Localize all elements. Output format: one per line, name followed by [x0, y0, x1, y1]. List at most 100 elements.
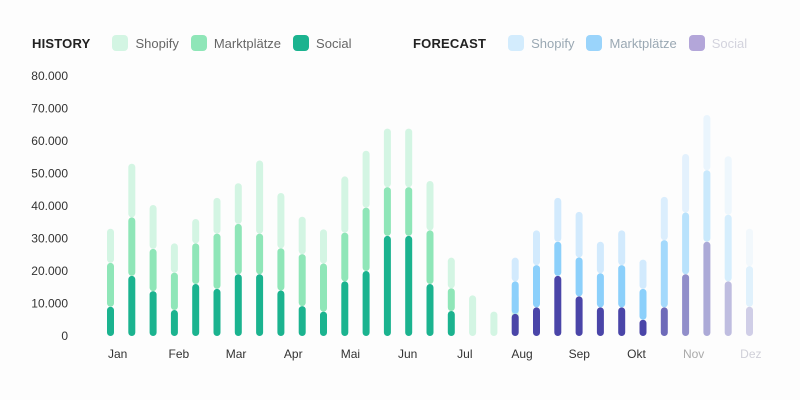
history-bar-marktplaetze: [447, 288, 455, 311]
forecast-bar-marktplaetze: [511, 281, 519, 314]
forecast-bar-social: [511, 313, 519, 336]
history-bar-shopify: [426, 180, 434, 231]
forecast-bar-marktplaetze: [575, 257, 583, 297]
history-legend: HISTORY Shopify Marktplätze Social: [32, 35, 363, 51]
history-bar-shopify: [383, 128, 391, 188]
forecast-bar-marktplaetze: [533, 265, 540, 308]
forecast-bar-marktplaetze: [746, 266, 753, 307]
x-tick-label: Jan: [108, 347, 127, 361]
history-bar-social: [128, 275, 136, 336]
x-tick-label: Mai: [341, 347, 360, 361]
forecast-bar-social: [682, 274, 690, 336]
history-bar-shopify: [128, 163, 136, 218]
forecast-social-label: Social: [711, 35, 748, 51]
history-bar-marktplaetze: [128, 217, 136, 276]
forecast-bar-social: [660, 307, 668, 336]
history-legend-marktplaetze[interactable]: Marktplätze: [190, 35, 282, 51]
y-tick-label: 80.000: [31, 69, 68, 83]
history-bar-marktplaetze: [383, 187, 391, 236]
history-bar-social: [192, 284, 200, 336]
forecast-marktplaetze-label: Marktplätze: [609, 35, 677, 51]
y-tick-label: 50.000: [31, 167, 68, 181]
forecast-bar-shopify: [682, 154, 690, 213]
history-bar-marktplaetze: [426, 230, 434, 284]
history-bar-social: [426, 284, 434, 336]
history-bar-shopify: [490, 311, 498, 336]
forecast-bar-shopify: [639, 259, 647, 289]
forecast-bar-marktplaetze: [724, 214, 732, 282]
forecast-bar-marktplaetze: [639, 288, 647, 320]
history-legend-shopify[interactable]: Shopify: [112, 35, 179, 51]
history-bar-shopify: [469, 295, 477, 336]
history-bar-shopify: [192, 219, 200, 244]
forecast-legend-title: FORECAST: [413, 35, 487, 51]
history-bar-social: [298, 306, 306, 336]
x-tick-label: Okt: [627, 347, 646, 361]
forecast-bar-shopify: [618, 230, 626, 266]
forecast-bar-shopify: [660, 196, 668, 241]
x-tick-label: Feb: [169, 347, 190, 361]
x-tick-label: Jun: [398, 347, 417, 361]
forecast-bar-marktplaetze: [596, 273, 604, 308]
y-tick-label: 20.000: [31, 264, 68, 278]
forecast-bar-social: [724, 281, 732, 336]
history-legend-title: HISTORY: [32, 35, 91, 51]
y-tick-label: 10.000: [31, 297, 68, 311]
forecast-bar-marktplaetze: [703, 170, 711, 242]
history-bar-marktplaetze: [192, 243, 200, 284]
y-tick-label: 30.000: [31, 232, 68, 246]
history-bar-social: [447, 310, 455, 336]
history-bar-social: [170, 310, 178, 336]
history-marktplaetze-swatch: [190, 35, 207, 51]
history-bar-marktplaetze: [341, 232, 349, 282]
forecast-shopify-label: Shopify: [531, 35, 575, 51]
history-bar-shopify: [405, 128, 413, 188]
history-bar-marktplaetze: [256, 233, 264, 275]
forecast-legend-shopify[interactable]: Shopify: [508, 35, 574, 51]
forecast-bar-shopify: [575, 211, 583, 258]
history-bar-shopify: [447, 257, 455, 289]
history-bar-shopify: [149, 205, 157, 249]
forecast-bar-social: [596, 307, 604, 336]
history-legend-social[interactable]: Social: [293, 35, 351, 51]
history-bar-marktplaetze: [234, 223, 242, 275]
history-bar-shopify: [320, 229, 327, 264]
forecast-bar-shopify: [746, 228, 753, 267]
forecast-bar-social: [554, 275, 562, 336]
forecast-marktplaetze-swatch: [586, 35, 603, 51]
forecast-bar-shopify: [703, 115, 711, 171]
history-bar-social: [234, 274, 242, 336]
forecast-bar-shopify: [554, 197, 562, 242]
history-bar-shopify: [277, 193, 285, 249]
history-bar-social: [341, 281, 349, 336]
history-bar-social: [320, 311, 327, 336]
history-marktplaetze-label: Marktplätze: [213, 35, 282, 51]
history-social-label: Social: [316, 35, 352, 51]
history-bar-shopify: [298, 216, 306, 255]
forecast-bar-social: [703, 241, 711, 336]
history-shopify-label: Shopify: [135, 35, 179, 51]
history-bar-shopify: [256, 160, 264, 234]
history-bar-marktplaetze: [277, 248, 285, 291]
forecast-bar-marktplaetze: [618, 265, 626, 308]
forecast-bar-social: [639, 319, 647, 336]
history-bar-marktplaetze: [405, 187, 413, 236]
y-tick-label: 0: [61, 329, 68, 343]
history-bar-social: [213, 288, 221, 336]
forecast-bar-marktplaetze: [554, 241, 562, 276]
history-bar-social: [107, 306, 114, 336]
forecast-bar-marktplaetze: [660, 240, 668, 308]
forecast-legend-social[interactable]: Social: [688, 35, 748, 51]
x-tick-label: Nov: [683, 347, 704, 361]
history-bar-social: [256, 274, 264, 336]
history-bar-marktplaetze: [320, 263, 327, 312]
x-tick-label: Apr: [284, 347, 303, 361]
forecast-bar-shopify: [533, 230, 540, 266]
forecast-bar-shopify: [596, 241, 604, 274]
forecast-bar-social: [618, 307, 626, 336]
history-bar-shopify: [234, 183, 242, 224]
forecast-legend-marktplaetze[interactable]: Marktplätze: [586, 35, 677, 51]
history-bar-social: [149, 291, 157, 336]
